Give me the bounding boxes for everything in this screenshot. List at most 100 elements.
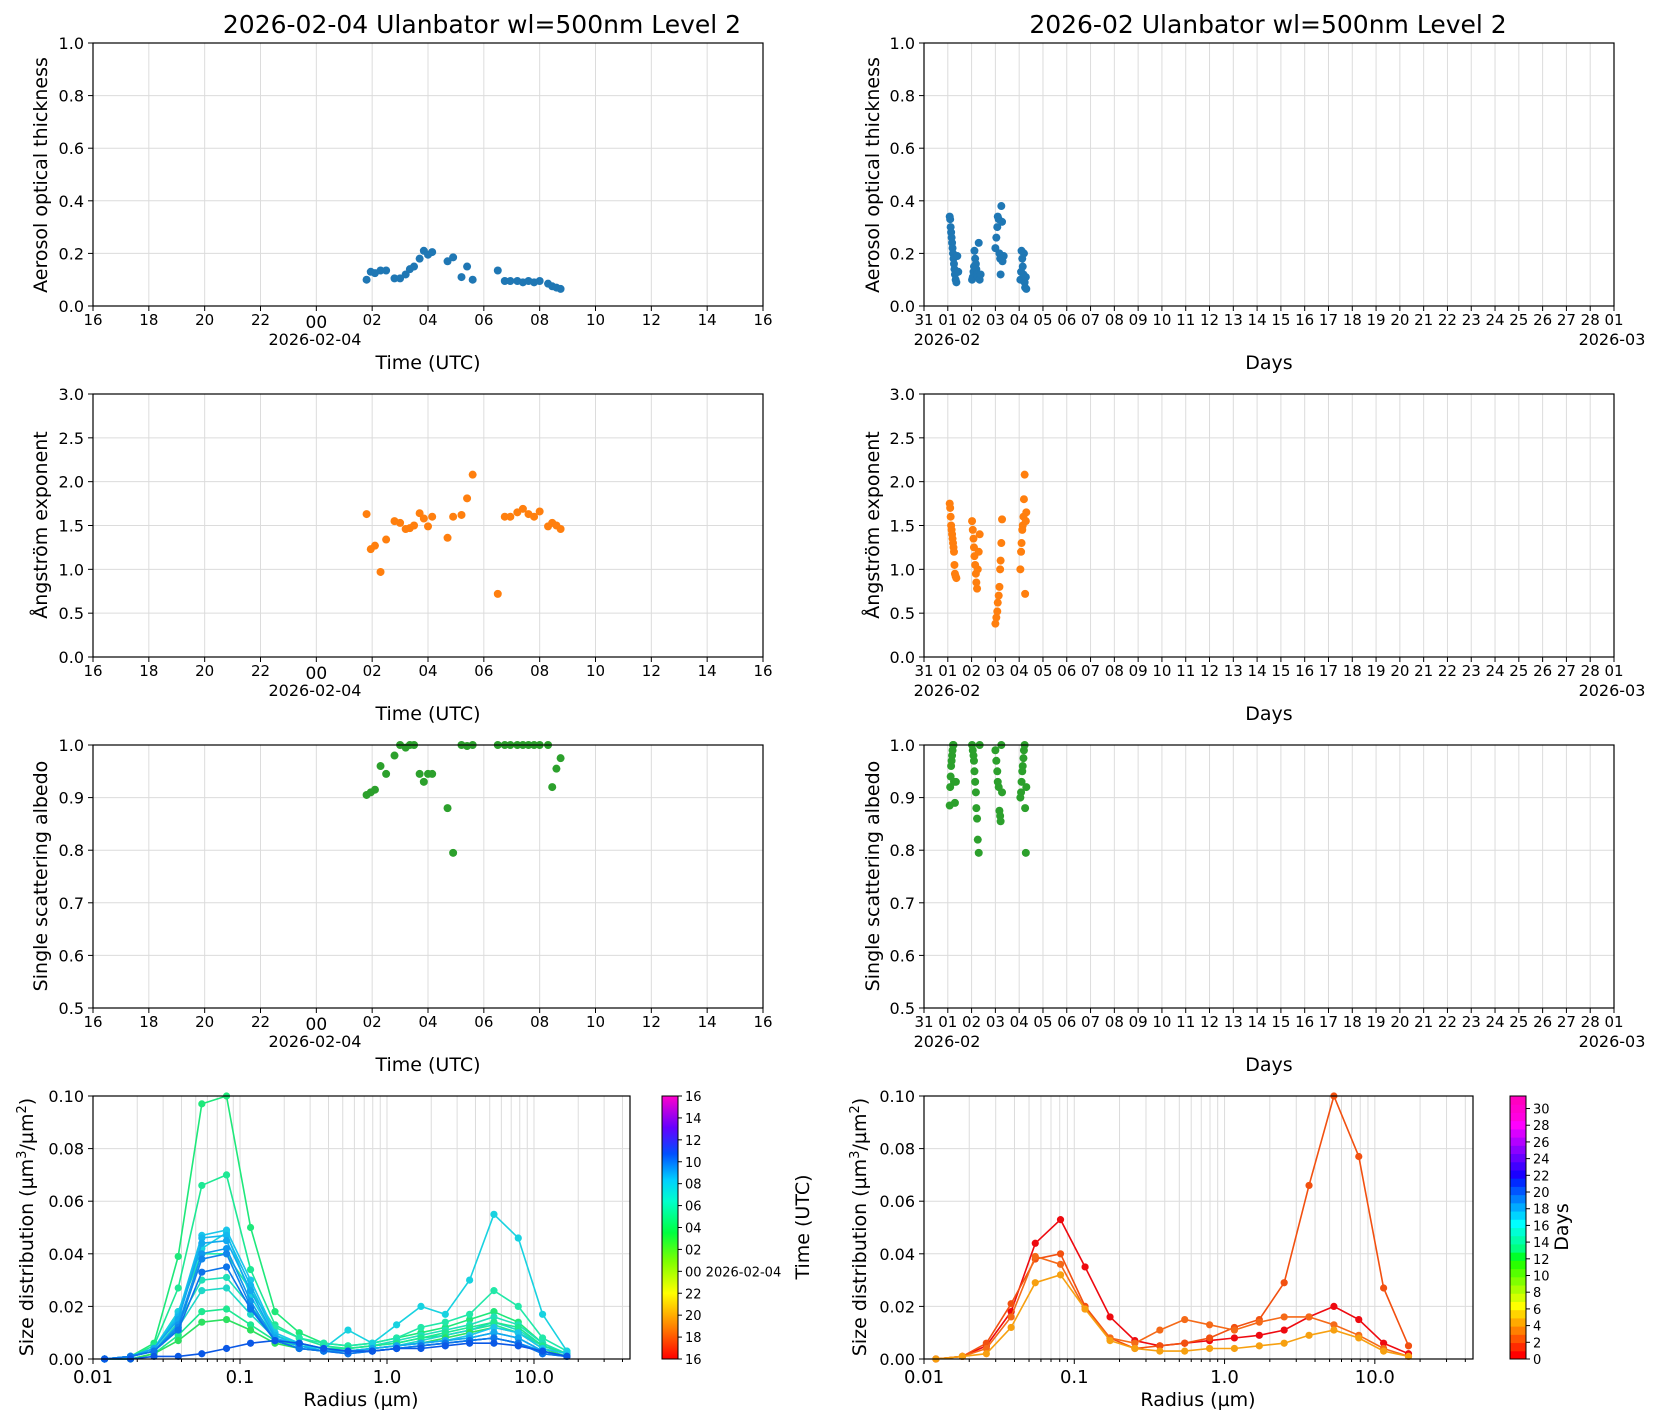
- x-tick-label: 01: [938, 311, 957, 329]
- series-point: [222, 1315, 231, 1324]
- colorbar-tick-label: 6: [1533, 1303, 1541, 1318]
- series-point: [466, 1323, 474, 1332]
- monthly-sd-xlabel: Radius (µm): [1140, 1389, 1255, 1411]
- series-point: [1230, 1334, 1239, 1342]
- colorbar-band: [1510, 1326, 1526, 1335]
- y-tick-label: 0.06: [879, 1192, 915, 1211]
- data-point: [506, 277, 515, 286]
- y-tick-label: 0.04: [879, 1245, 915, 1264]
- y-tick-label: 2.0: [59, 473, 84, 492]
- series-point: [1031, 1279, 1039, 1287]
- series-point: [1056, 1216, 1065, 1224]
- x-tick-label: 24: [1485, 311, 1504, 329]
- x-tick-label: 25: [1509, 1013, 1528, 1031]
- data-point: [998, 515, 1007, 524]
- monthly-title: 2026-02 Ulanbator wl=500nm Level 2: [1029, 10, 1506, 39]
- data-point: [1017, 547, 1026, 556]
- monthly-angstrom-yticks: 0.0 0.5 1.0 1.5 2.0 2.5 3.0: [890, 385, 924, 667]
- x-tick-label: 31: [914, 1013, 933, 1031]
- series-point: [222, 1305, 231, 1313]
- series-point: [1106, 1336, 1114, 1345]
- series-point: [1131, 1339, 1139, 1347]
- data-point: [362, 275, 371, 284]
- daily-sd-xlabel: Radius (µm): [303, 1389, 418, 1411]
- daily-ssa-xlabel: Time (UTC): [374, 1054, 480, 1076]
- x-tick-label: 03: [986, 1013, 1005, 1031]
- series-point: [1380, 1339, 1388, 1347]
- panel-daily-angstrom: 0.0 0.5 1.0 1.5 2.0 2.5 3.0 16 18 20 22 00 02 04 06 08…: [29, 385, 773, 725]
- data-point: [953, 252, 962, 261]
- daily-angstrom-date-label: 2026-02-04: [269, 681, 362, 700]
- monthly-aot-yticks: 0.0 0.2 0.4 0.6 0.8 1.0: [890, 34, 924, 316]
- series-point: [198, 1318, 206, 1326]
- series-point: [1355, 1334, 1363, 1342]
- data-point: [968, 517, 977, 526]
- x-tick-label: 02: [363, 1013, 382, 1031]
- y-tick-label: 0.5: [890, 999, 915, 1018]
- x-tick-label: 1.0: [373, 1367, 402, 1388]
- panel-daily-ssa: 0.50.60.70.80.91.0 16 18 20 22 00 02 04 06 08 10 1…: [30, 736, 773, 1076]
- colorbar-band: [1510, 1252, 1526, 1261]
- y-tick-label: 0.5: [59, 999, 84, 1018]
- series-point: [222, 1231, 231, 1239]
- series-point: [982, 1344, 990, 1353]
- x-tick-label: 31: [914, 662, 933, 680]
- data-point: [457, 510, 466, 519]
- x-tick-label: 16: [753, 1013, 772, 1031]
- y-tick-label: 1.5: [59, 517, 84, 536]
- series-point: [1280, 1339, 1288, 1347]
- x-tick-label: 20: [1390, 311, 1409, 329]
- series-line: [104, 1339, 568, 1360]
- monthly-colorbar-label: Days: [1551, 1203, 1573, 1250]
- x-tick-label: 10: [586, 1013, 605, 1031]
- daily-colorbar-label: Time (UTC): [792, 1174, 814, 1280]
- series-point: [198, 1250, 206, 1258]
- x-tick-label: 10: [586, 662, 605, 680]
- series-line: [935, 1255, 1409, 1360]
- series-point: [174, 1352, 182, 1360]
- series-point: [1330, 1321, 1338, 1329]
- x-tick-label: 23: [1462, 1013, 1481, 1031]
- daily-aot-date-label: 2026-02-04: [269, 330, 362, 349]
- data-point: [410, 521, 419, 530]
- series-point: [417, 1323, 425, 1332]
- series-point: [1404, 1342, 1413, 1350]
- panel-monthly-ssa: 0.50.60.70.80.91.0 31 01 02 03 04 05 06 07 08 09 1…: [862, 736, 1645, 1076]
- data-point: [1017, 539, 1026, 548]
- data-point: [952, 278, 961, 287]
- x-tick-label: 14: [698, 311, 717, 329]
- panel-monthly-size-distribution: 0.000.020.040.060.080.10 0.01 0.1 1.0 10.0 …: [848, 1087, 1573, 1411]
- x-tick-label: 15: [1271, 1013, 1290, 1031]
- x-tick-label: 23: [1462, 662, 1481, 680]
- x-tick-label: 21: [1414, 311, 1433, 329]
- monthly-ssa-date-label: 2026-02: [914, 1032, 981, 1051]
- x-tick-label: 05: [1033, 1013, 1052, 1031]
- colorbar-band: [1510, 1145, 1526, 1155]
- monthly-aot-ylabel: Aerosol optical thickness: [862, 57, 884, 293]
- series-point: [174, 1284, 182, 1292]
- series-point: [1081, 1305, 1089, 1313]
- series-point: [1156, 1342, 1164, 1350]
- monthly-ssa-xlabel: Days: [1245, 1054, 1292, 1076]
- series-point: [368, 1347, 376, 1355]
- daily-sd-axes: [92, 1095, 631, 1360]
- x-tick-label: 13: [1224, 1013, 1243, 1031]
- data-point: [493, 589, 502, 598]
- x-tick-label: 12: [1200, 662, 1219, 680]
- colorbar-tick-label: 22: [685, 1287, 702, 1302]
- panel-monthly-aot: 2026-02 Ulanbator wl=500nm Level 2 0.00.…: [862, 10, 1645, 374]
- x-tick-label: 10: [586, 311, 605, 329]
- series-point: [1205, 1321, 1214, 1329]
- data-point: [428, 512, 437, 521]
- data-point: [493, 266, 502, 275]
- x-tick-label: 14: [1248, 311, 1267, 329]
- y-tick-label: 1.5: [890, 517, 915, 536]
- series-point: [1131, 1344, 1139, 1353]
- data-point: [968, 525, 977, 534]
- data-point: [376, 567, 385, 576]
- x-tick-label: 03: [986, 662, 1005, 680]
- x-tick-label: 08: [530, 662, 549, 680]
- series-point: [1305, 1313, 1313, 1321]
- x-tick-label: 14: [1248, 1013, 1267, 1031]
